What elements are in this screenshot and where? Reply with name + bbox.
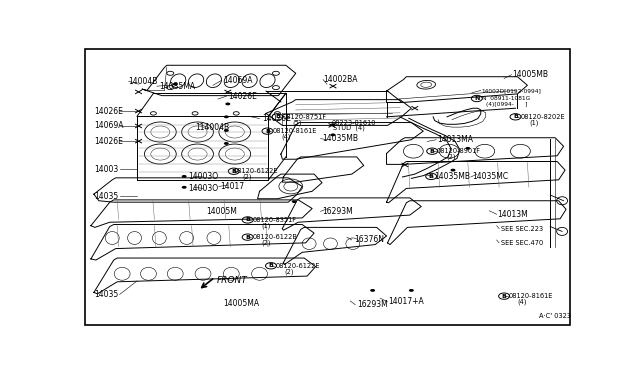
Text: 14002BA: 14002BA: [323, 75, 358, 84]
Circle shape: [330, 134, 335, 136]
Text: 08120-6122E: 08120-6122E: [234, 168, 278, 174]
Circle shape: [266, 263, 276, 269]
Circle shape: [499, 293, 509, 299]
Text: 08120-8202E: 08120-8202E: [520, 114, 565, 120]
Text: 14035MC: 14035MC: [472, 173, 508, 182]
Text: 08120-8901F: 08120-8901F: [437, 148, 481, 154]
Text: 14069A: 14069A: [223, 76, 252, 85]
Circle shape: [330, 124, 335, 126]
Circle shape: [224, 142, 229, 145]
Text: (2): (2): [243, 174, 252, 180]
Circle shape: [272, 114, 283, 120]
Text: (2): (2): [284, 268, 294, 275]
Text: 14017: 14017: [220, 182, 244, 191]
Text: B: B: [245, 235, 250, 240]
Circle shape: [242, 217, 253, 223]
Text: 08120-8351F: 08120-8351F: [253, 217, 296, 223]
Text: (4): (4): [281, 134, 291, 140]
Text: 14003: 14003: [94, 165, 118, 174]
Circle shape: [228, 168, 239, 174]
Text: 14035MB: 14035MB: [322, 134, 358, 143]
Text: 14002D[0192-0994]: 14002D[0192-0994]: [482, 88, 541, 93]
Text: 14005MA: 14005MA: [223, 298, 259, 308]
Text: 16376N: 16376N: [354, 235, 384, 244]
Text: 14017+A: 14017+A: [388, 297, 424, 307]
Circle shape: [370, 289, 375, 292]
Text: 14035: 14035: [94, 290, 118, 299]
Text: 08120-6122E: 08120-6122E: [276, 263, 321, 269]
Text: (5): (5): [292, 119, 302, 126]
Text: 08120-6122B: 08120-6122B: [253, 234, 298, 240]
Text: FRONT: FRONT: [216, 276, 247, 285]
Circle shape: [182, 186, 187, 189]
Circle shape: [426, 173, 436, 180]
Circle shape: [409, 289, 414, 292]
Text: (2): (2): [261, 240, 271, 246]
Text: 14013M: 14013M: [498, 210, 529, 219]
Circle shape: [224, 129, 229, 132]
Text: SEE SEC.470: SEE SEC.470: [500, 240, 543, 246]
Text: 14003O: 14003O: [188, 184, 218, 193]
Text: (2): (2): [446, 154, 456, 160]
Circle shape: [224, 115, 229, 118]
Text: 14026E: 14026E: [94, 107, 123, 116]
Text: B: B: [269, 263, 273, 268]
Text: SEE SEC.223: SEE SEC.223: [500, 225, 543, 231]
Text: N  08911-1081G: N 08911-1081G: [482, 96, 530, 101]
Text: 14035MB: 14035MB: [435, 173, 470, 182]
Text: B: B: [231, 169, 236, 174]
Text: (4): (4): [518, 299, 527, 305]
Text: 14035: 14035: [94, 192, 118, 201]
Text: (1): (1): [261, 222, 271, 229]
Text: 114004B: 114004B: [195, 123, 229, 132]
Circle shape: [292, 200, 297, 203]
Text: 08223-81610: 08223-81610: [332, 119, 376, 126]
Text: A·C' 0323: A·C' 0323: [539, 313, 571, 319]
Text: B: B: [429, 149, 435, 154]
Circle shape: [471, 95, 483, 102]
Circle shape: [262, 128, 273, 134]
Text: 16293M: 16293M: [322, 207, 353, 216]
Circle shape: [182, 175, 187, 178]
Text: 16293M: 16293M: [356, 300, 387, 309]
Text: 08120-8751F: 08120-8751F: [282, 114, 326, 120]
Circle shape: [510, 114, 521, 120]
Text: 14005M: 14005M: [207, 207, 237, 216]
Text: 14026E: 14026E: [262, 114, 291, 123]
Text: 14003O: 14003O: [188, 173, 218, 182]
Circle shape: [225, 103, 230, 105]
Text: B: B: [502, 294, 506, 299]
Text: B: B: [275, 114, 280, 119]
Text: B: B: [265, 129, 270, 134]
Circle shape: [427, 148, 438, 154]
Circle shape: [465, 147, 470, 150]
Circle shape: [451, 169, 456, 171]
Text: (4)[0994-      ]: (4)[0994- ]: [486, 102, 527, 107]
Circle shape: [242, 234, 253, 240]
Circle shape: [173, 83, 178, 86]
Text: 14026E: 14026E: [94, 137, 123, 146]
Text: (1): (1): [529, 119, 538, 126]
Text: 14069A: 14069A: [94, 122, 124, 131]
Text: B: B: [429, 174, 434, 179]
Text: 14004B: 14004B: [129, 77, 158, 86]
Text: 14035MA: 14035MA: [159, 82, 195, 91]
Text: N: N: [474, 96, 479, 101]
Text: B: B: [245, 218, 250, 222]
Text: STUD  (4): STUD (4): [333, 125, 365, 131]
Text: 08120-8161E: 08120-8161E: [509, 293, 554, 299]
Text: 14026E: 14026E: [228, 92, 257, 101]
Text: 08120-8161E: 08120-8161E: [273, 128, 317, 134]
Text: B: B: [513, 114, 518, 119]
Text: 14013MA: 14013MA: [437, 135, 473, 144]
Text: 14005MB: 14005MB: [513, 70, 548, 79]
